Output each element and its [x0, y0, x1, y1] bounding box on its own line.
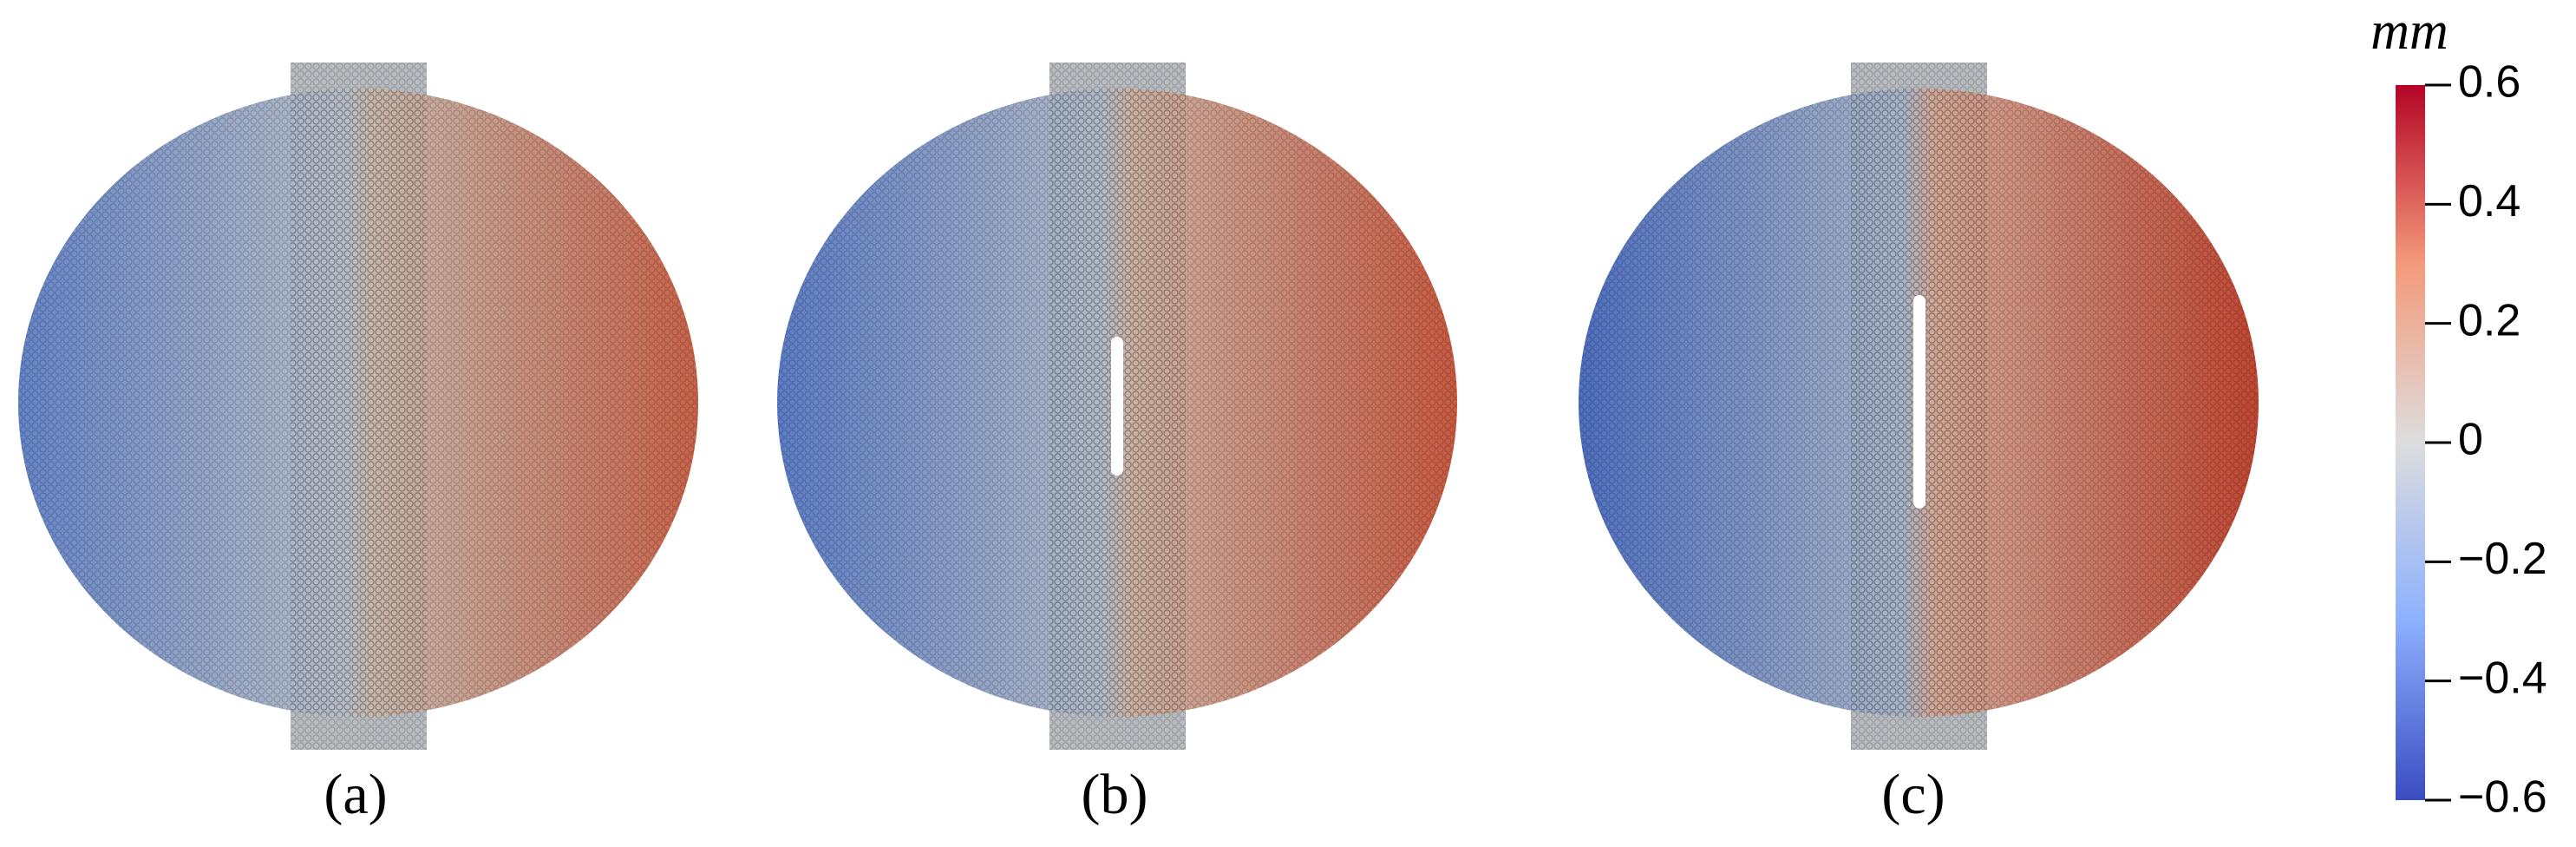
colorbar-gradient — [2396, 85, 2425, 800]
tick-label: −0.4 — [2458, 653, 2547, 703]
panel-label: (a) — [324, 763, 387, 826]
panel-label: (c) — [1881, 763, 1945, 826]
tick-label: 0 — [2458, 415, 2483, 465]
crack — [1913, 295, 1925, 509]
tick-label: 0.6 — [2458, 57, 2520, 108]
crack — [1111, 337, 1123, 476]
texture — [18, 89, 698, 717]
panel-label: (b) — [1082, 763, 1148, 826]
panel-b: (b) — [777, 62, 1457, 826]
tick-label: −0.6 — [2458, 772, 2547, 823]
panel-c: (c) — [1579, 62, 2259, 826]
tick-label: −0.2 — [2458, 534, 2547, 584]
colorbar-title: mm — [2370, 2, 2449, 61]
tick-label: 0.4 — [2458, 176, 2520, 227]
colorbar: mm 0.6 0.4 0.2 0 −0.2 −0.4 −0.6 — [2370, 2, 2547, 823]
tick-label: 0.2 — [2458, 295, 2520, 345]
panel-a: (a) — [18, 62, 698, 826]
